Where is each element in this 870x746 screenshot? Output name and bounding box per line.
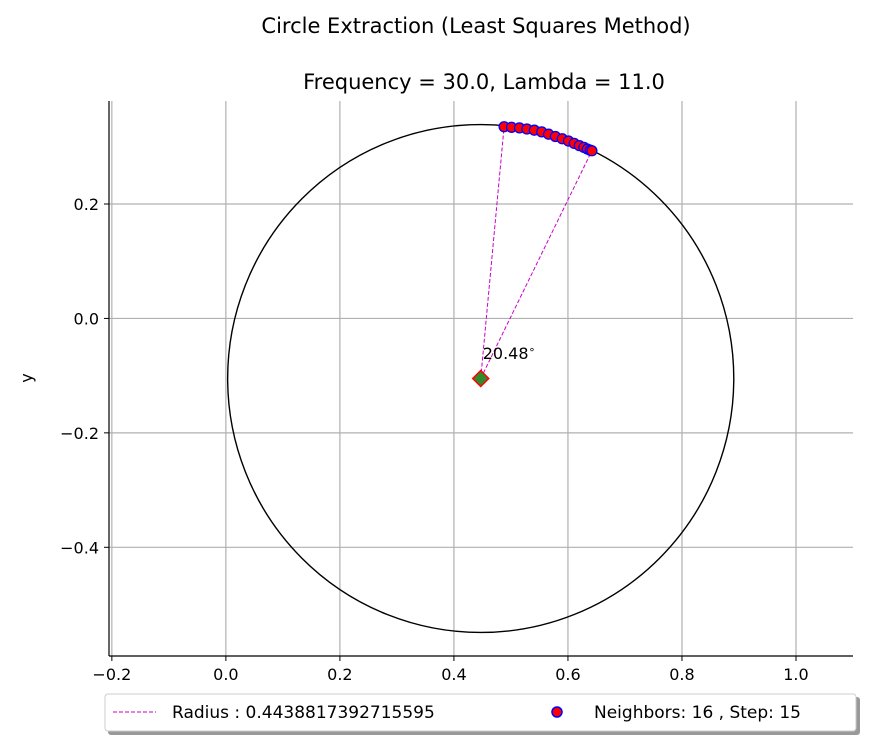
legend-neighbors-swatch [551, 706, 563, 718]
chart-suptitle: Circle Extraction (Least Squares Method) [261, 14, 690, 38]
grid [109, 101, 853, 656]
ticks: −0.2 0.0 0.2 0.4 0.6 0.8 1.0 −0.4 −0.2 0.0 0.2 [60, 195, 809, 684]
x-tick-label: 0.6 [555, 665, 580, 684]
legend-frame [104, 693, 857, 732]
legend-radius-label: Radius : 0.4438817392715595 [172, 703, 435, 723]
x-tick-label: 0.4 [441, 665, 466, 684]
radius-line [480, 126, 505, 379]
y-axis-label: y [17, 373, 36, 382]
neighbor-point [586, 145, 598, 157]
angle-value: 20.48 [483, 344, 529, 363]
radius-line [480, 150, 593, 379]
y-tick-label: −0.2 [60, 424, 99, 443]
x-tick-label: 0.8 [669, 665, 694, 684]
degree-symbol: ∘ [529, 343, 536, 356]
legend-neighbors-label: Neighbors: 16 , Step: 15 [594, 703, 801, 723]
y-tick-label: 0.0 [74, 309, 99, 328]
plot-area [226, 121, 735, 634]
angle-annotation: 20.48∘ [483, 343, 536, 363]
chart-title: Frequency = 30.0, Lambda = 11.0 [303, 70, 665, 94]
x-tick-label: −0.2 [92, 665, 131, 684]
center-marker [471, 369, 490, 388]
y-tick-label: 0.2 [74, 195, 99, 214]
x-tick-label: 1.0 [783, 665, 808, 684]
x-tick-label: 0.0 [213, 665, 238, 684]
fitted-circle [226, 123, 735, 634]
y-tick-label: −0.4 [60, 538, 99, 557]
x-tick-label: 0.2 [327, 665, 352, 684]
legend: Radius : 0.4438817392715595 Neighbors: 1… [104, 693, 860, 735]
